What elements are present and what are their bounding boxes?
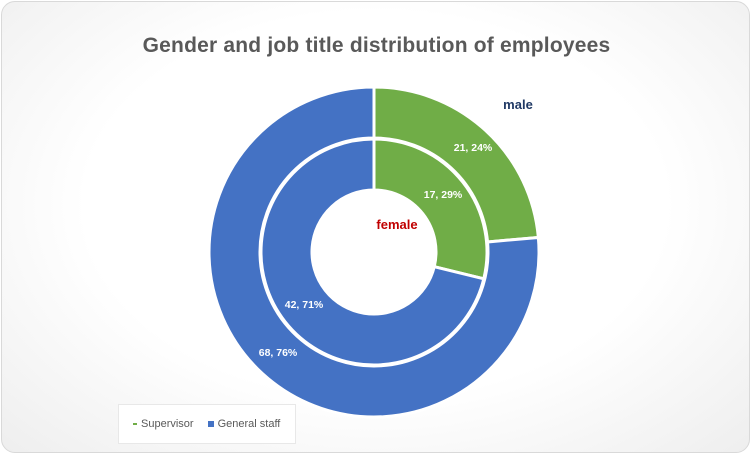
legend-item-supervisor: Supervisor [133, 418, 194, 430]
ring-label-female: female [376, 217, 417, 232]
female-general-staff-slice [259, 137, 486, 367]
female-supervisor-data-label: 17, 29% [424, 189, 463, 201]
legend-swatch-supervisor [133, 423, 137, 425]
legend-label-general-staff: General staff [217, 418, 281, 430]
male-supervisor-data-label: 21, 24% [454, 142, 493, 154]
legend-item-general-staff: General staff [207, 418, 281, 430]
male-general-staff-data-label: 68, 76% [259, 347, 298, 359]
female-supervisor-slice [372, 137, 489, 281]
legend: Supervisor General staff [118, 404, 296, 444]
ring-label-male: male [503, 97, 533, 112]
legend-label-supervisor: Supervisor [141, 418, 194, 430]
chart-title: Gender and job title distribution of emp… [142, 34, 611, 57]
legend-swatch-general-staff [207, 421, 214, 427]
female-general-staff-data-label: 42, 71% [285, 299, 324, 311]
